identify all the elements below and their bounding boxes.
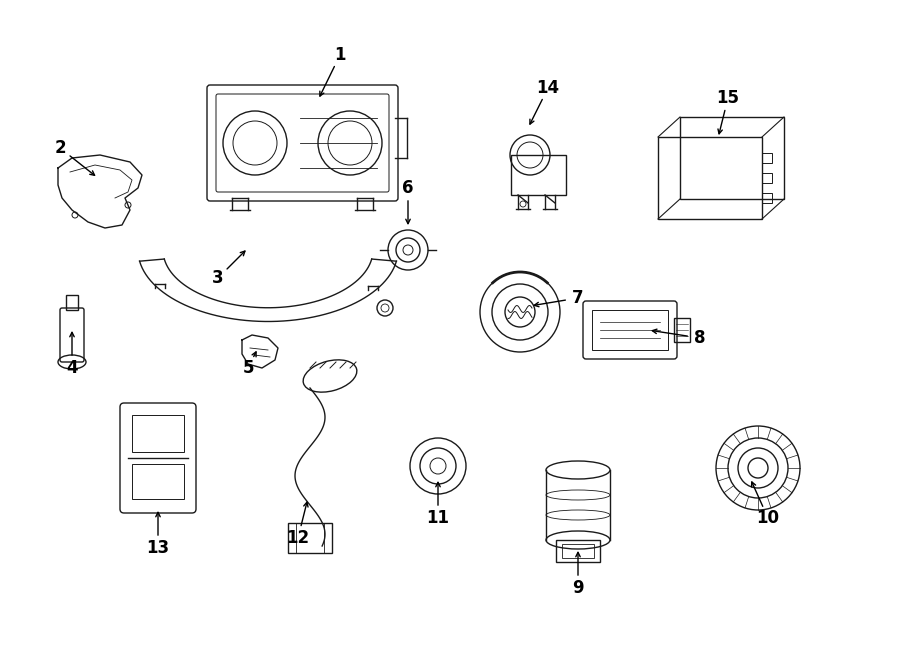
Text: 5: 5 [242, 359, 254, 377]
Text: 13: 13 [147, 539, 169, 557]
Bar [132, 464, 184, 499]
Bar [592, 310, 668, 350]
Bar [66, 295, 78, 310]
Text: 2: 2 [54, 139, 66, 157]
Text: 7: 7 [572, 289, 584, 307]
Bar [556, 540, 600, 562]
Bar [562, 544, 594, 558]
Bar [762, 193, 772, 203]
Bar [762, 153, 772, 163]
Text: 12: 12 [286, 529, 310, 547]
Text: 10: 10 [757, 509, 779, 527]
Text: 14: 14 [536, 79, 560, 97]
Bar [132, 415, 184, 452]
Text: 9: 9 [572, 579, 584, 597]
Bar [511, 155, 566, 195]
Bar [762, 173, 772, 183]
Bar [288, 523, 332, 553]
Text: 11: 11 [427, 509, 449, 527]
Text: 8: 8 [694, 329, 706, 347]
Text: 3: 3 [212, 269, 224, 287]
Text: 15: 15 [716, 89, 740, 107]
Text: 4: 4 [67, 359, 77, 377]
Bar [674, 318, 690, 342]
Text: 1: 1 [334, 46, 346, 64]
Text: 6: 6 [402, 179, 414, 197]
